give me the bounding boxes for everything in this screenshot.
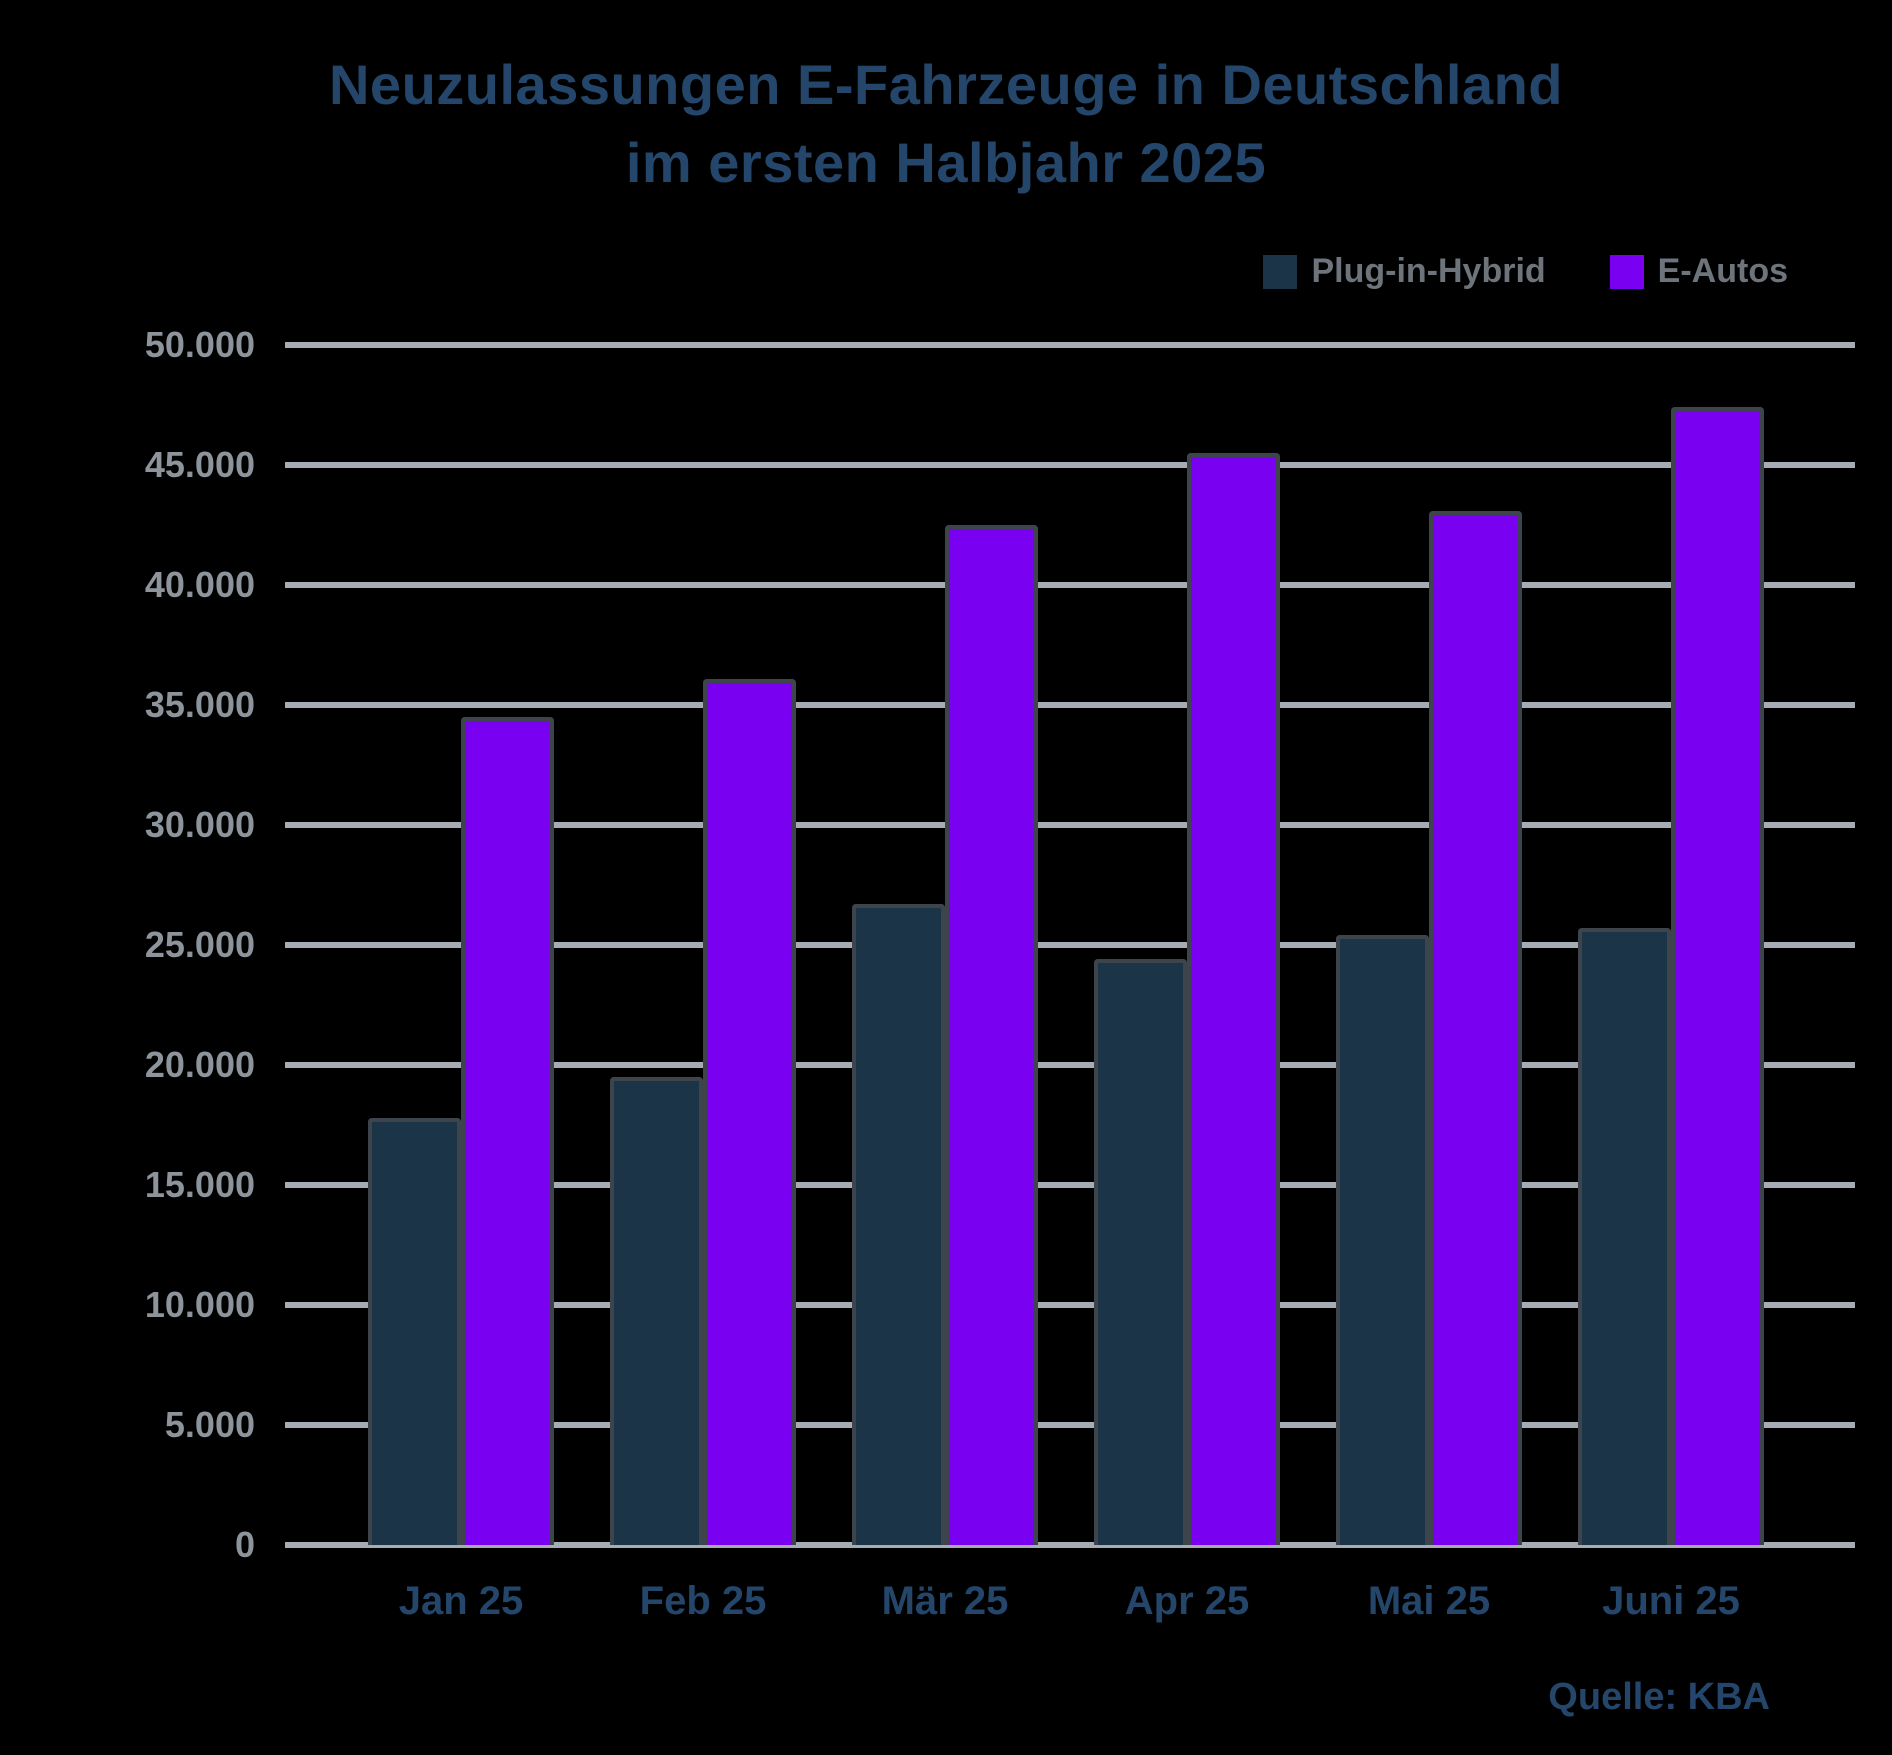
bar-e-autos-feb-25 [703, 678, 796, 1545]
bar-e-autos-mai-25 [1429, 510, 1522, 1545]
y-axis-tick-label: 50.000 [144, 324, 255, 365]
x-axis-label-m-r-25: Mär 25 [881, 1579, 1009, 1623]
x-axis-label-juni-25: Juni 25 [1602, 1579, 1740, 1623]
y-axis-tick-label: 35.000 [144, 684, 255, 725]
y-axis-tick-label: 20.000 [144, 1044, 255, 1085]
legend-item-plug-in-hybrid: Plug-in-Hybrid [1263, 252, 1546, 291]
bar-group-apr-25: Apr 25 [1094, 345, 1280, 1623]
legend-label-e-autos: E-Autos [1657, 252, 1788, 290]
grid-line-40000 [285, 582, 1855, 588]
bar-group-mai-25: Mai 25 [1336, 345, 1522, 1623]
chart-title-line-1: Neuzulassungen E-Fahrzeuge in Deutschlan… [328, 53, 1563, 116]
bar-plug-in-hybrid-juni-25 [1578, 928, 1671, 1545]
bar-e-autos-jan-25 [461, 717, 554, 1545]
bar-group-jan-25: Jan 25 [368, 345, 554, 1623]
bar-e-autos-apr-25 [1187, 453, 1280, 1545]
x-axis-label-apr-25: Apr 25 [1124, 1579, 1250, 1623]
y-axis-tick-label: 15.000 [144, 1164, 255, 1205]
chart-title: Neuzulassungen E-Fahrzeuge in Deutschlan… [0, 46, 1892, 202]
source-caption: Quelle: KBA [1548, 1676, 1770, 1718]
bar-plug-in-hybrid-m-r-25 [852, 904, 945, 1545]
bar-e-autos-juni-25 [1671, 407, 1764, 1545]
grid-line-20000 [285, 1062, 1855, 1068]
plot-area: 50.000 45.000 40.000 35.000 30.000 25.000 20.0… [0, 324, 1892, 1623]
bar-group-juni-25: Juni 25 [1578, 345, 1764, 1623]
y-axis-tick-label: 45.000 [144, 444, 255, 485]
legend: Plug-in-Hybrid E-Autos [1263, 252, 1788, 291]
grid-line-45000 [285, 462, 1855, 468]
x-axis-label-mai-25: Mai 25 [1367, 1579, 1491, 1623]
grid-line-0 [285, 1542, 1855, 1548]
y-axis-tick-label: 10.000 [144, 1284, 255, 1325]
y-axis-tick-label: 5.000 [164, 1404, 255, 1445]
legend-label-plug-in-hybrid: Plug-in-Hybrid [1311, 252, 1546, 290]
x-axis-label-feb-25: Feb 25 [639, 1579, 767, 1623]
legend-swatch-e-autos [1609, 254, 1644, 289]
y-axis-tick-label: 25.000 [144, 924, 255, 965]
bars-layer: Jan 25 Feb 25 Mär 25 Apr 25 Mai 25 Juni 25 [285, 345, 1855, 1623]
bar-plug-in-hybrid-apr-25 [1094, 959, 1187, 1545]
grid-line-10000 [285, 1302, 1855, 1308]
grid-line-25000 [285, 942, 1855, 948]
y-axis-tick-label: 40.000 [144, 564, 255, 605]
grid-line-5000 [285, 1422, 1855, 1428]
bar-plug-in-hybrid-mai-25 [1336, 935, 1429, 1545]
legend-item-e-autos: E-Autos [1609, 252, 1788, 291]
chart-title-line-2: im ersten Halbjahr 2025 [625, 131, 1267, 194]
grid-line-35000 [285, 702, 1855, 708]
bar-plug-in-hybrid-jan-25 [368, 1117, 461, 1545]
legend-swatch-plug-in-hybrid [1263, 254, 1298, 289]
bar-e-autos-m-r-25 [945, 525, 1038, 1545]
grid-line-30000 [285, 822, 1855, 828]
bar-plug-in-hybrid-feb-25 [610, 1077, 703, 1545]
x-axis-label-jan-25: Jan 25 [398, 1579, 524, 1623]
y-axis-tick-label: 30.000 [144, 804, 255, 845]
grid-line-50000 [285, 342, 1855, 348]
grid-line-15000 [285, 1182, 1855, 1188]
bar-group-feb-25: Feb 25 [610, 345, 796, 1623]
bar-group-m-r-25: Mär 25 [852, 345, 1038, 1623]
y-axis-tick-label: 0 [234, 1524, 255, 1565]
